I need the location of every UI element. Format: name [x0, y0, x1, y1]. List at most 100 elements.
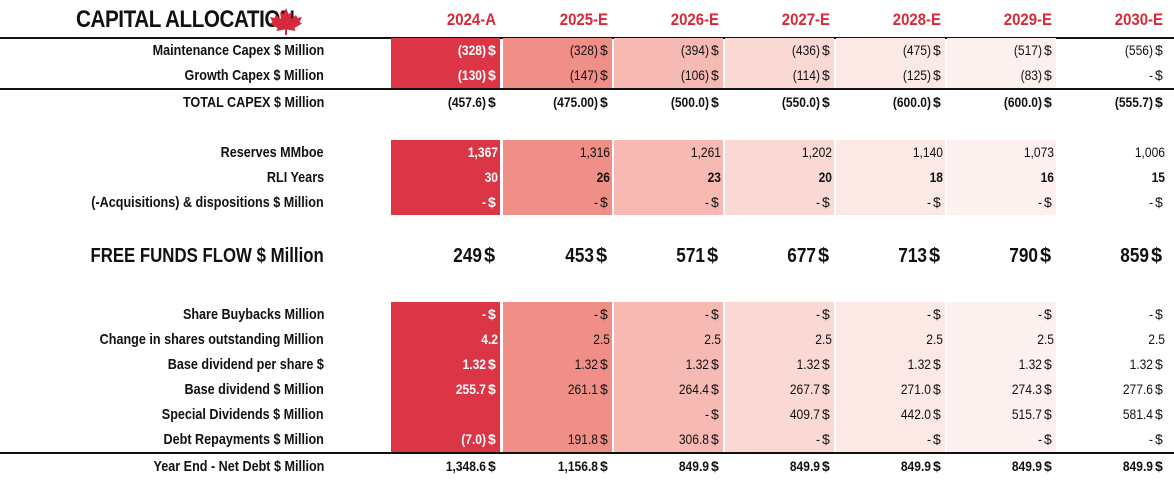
row-label: Year End - Net Debt $ Million — [153, 458, 324, 475]
page-title: CAPITAL ALLOCATION — [76, 6, 295, 33]
cell-value: (556) — [1124, 42, 1153, 58]
cell-value: - — [1148, 431, 1153, 447]
cell-value: (475) — [902, 42, 931, 58]
cell-fill — [614, 190, 723, 215]
row-label: Base dividend $ Million — [184, 381, 324, 398]
cell-value: 1.32 — [796, 356, 820, 372]
cell-value: 26 — [596, 169, 610, 185]
cell-currency: $ — [933, 194, 941, 210]
cell-value: (106) — [680, 67, 709, 83]
cell-fill — [725, 190, 834, 215]
cell-value: 1,202 — [801, 144, 832, 160]
cell-value: 261.1 — [567, 381, 598, 397]
cell-currency: $ — [600, 458, 608, 474]
cell-value: 1.32 — [907, 356, 931, 372]
cell-value: - — [481, 194, 486, 210]
cell-value: - — [1148, 194, 1153, 210]
cell-value: - — [1037, 431, 1042, 447]
cell-fill — [947, 302, 1056, 327]
cell-fill — [391, 402, 500, 427]
cell-value: (436) — [791, 42, 820, 58]
cell-fill — [614, 377, 723, 402]
cell-value: 18 — [929, 169, 943, 185]
cell-fill — [836, 427, 945, 452]
row-label: Debt Repayments $ Million — [163, 431, 324, 448]
cell-value: 849.9 — [789, 458, 820, 474]
cell-fill — [947, 140, 1056, 165]
cell-currency: $ — [488, 194, 496, 210]
cell-fill — [503, 377, 612, 402]
cell-value: 1,261 — [690, 144, 721, 160]
cell-currency: $ — [711, 194, 719, 210]
cell-currency: $ — [822, 67, 830, 83]
cell-fill — [391, 140, 500, 165]
cell-fill — [725, 352, 834, 377]
cell-currency: $ — [1044, 458, 1052, 474]
cell-currency: $ — [488, 458, 496, 474]
cell-fill — [614, 140, 723, 165]
cell-value: 581.4 — [1122, 406, 1153, 422]
cell-value — [519, 402, 610, 427]
cell-value: - — [593, 306, 598, 322]
row-label: FREE FUNDS FLOW $ Million — [90, 245, 324, 267]
cell-value: 849.9 — [678, 458, 709, 474]
cell-value: (125) — [902, 67, 931, 83]
cell-value: (600.0) — [892, 94, 931, 110]
cell-value: (457.6) — [447, 94, 486, 110]
cell-value: 1,156.8 — [557, 458, 598, 474]
cell-value: - — [1148, 67, 1153, 83]
cell-currency: $ — [933, 306, 941, 322]
cell-value: 677 — [787, 245, 816, 267]
cell-currency: $ — [1155, 381, 1163, 397]
cell-value: - — [704, 306, 709, 322]
row-label: Maintenance Capex $ Million — [152, 42, 324, 59]
cell-fill — [725, 327, 834, 352]
cell-value: 306.8 — [678, 431, 709, 447]
cell-value: (114) — [792, 67, 820, 83]
cell-currency: $ — [488, 381, 496, 397]
column-header: 2028-E — [892, 10, 941, 29]
cell-value: 1,140 — [912, 144, 943, 160]
cell-value: (600.0) — [1003, 94, 1042, 110]
cell-value: - — [593, 194, 598, 210]
cell-value: 267.7 — [789, 381, 820, 397]
row-label: RLI Years — [266, 169, 324, 186]
cell-value: 2.5 — [704, 331, 721, 347]
cell-fill — [614, 302, 723, 327]
cell-fill — [836, 63, 945, 88]
cell-value: 30 — [484, 169, 498, 185]
cell-currency: $ — [1155, 431, 1163, 447]
cell-value: 274.3 — [1011, 381, 1042, 397]
cell-currency: $ — [488, 94, 496, 110]
cell-currency: $ — [1040, 245, 1052, 267]
cell-fill — [947, 402, 1056, 427]
cell-fill — [725, 377, 834, 402]
cell-currency: $ — [933, 67, 941, 83]
cell-value: - — [926, 431, 931, 447]
cell-currency: $ — [1044, 306, 1052, 322]
column-header: 2027-E — [781, 10, 830, 29]
cell-fill — [503, 140, 612, 165]
cell-fill — [725, 140, 834, 165]
cell-value: (475.00) — [553, 94, 598, 110]
row-label: Growth Capex $ Million — [184, 67, 324, 84]
cell-value: 1.32 — [462, 356, 486, 372]
cell-currency: $ — [596, 245, 608, 267]
cell-value: - — [815, 306, 820, 322]
cell-currency: $ — [1044, 431, 1052, 447]
cell-currency: $ — [484, 245, 496, 267]
cell-fill — [503, 63, 612, 88]
divider-line — [0, 452, 1174, 454]
cell-fill — [391, 63, 500, 88]
cell-currency: $ — [600, 94, 608, 110]
cell-currency: $ — [1155, 42, 1163, 58]
cell-value: (83) — [1020, 67, 1042, 83]
cell-value: 849.9 — [1122, 458, 1153, 474]
cell-currency: $ — [1155, 94, 1163, 110]
cell-fill — [614, 402, 723, 427]
cell-value: (500.0) — [670, 94, 709, 110]
cell-value: 1,316 — [579, 144, 610, 160]
row-label: Change in shares outstanding Million — [99, 331, 324, 348]
cell-value: 255.7 — [455, 381, 486, 397]
cell-currency: $ — [822, 194, 830, 210]
